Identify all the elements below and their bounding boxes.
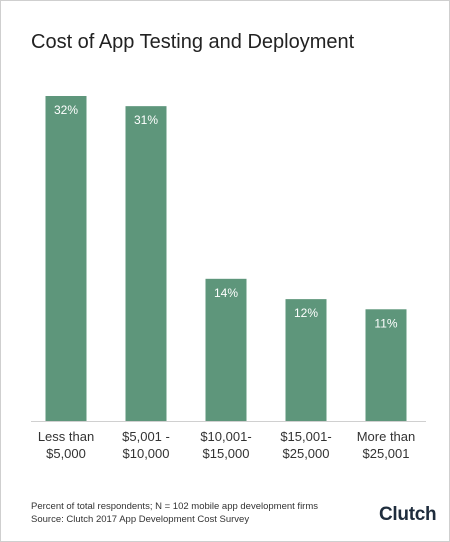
bar-value-label: 11% bbox=[374, 316, 397, 330]
footnote-respondents: Percent of total respondents; N = 102 mo… bbox=[31, 501, 319, 512]
footnote: Percent of total respondents; N = 102 mo… bbox=[31, 500, 318, 526]
x-tick-label: $10,000 bbox=[123, 446, 170, 461]
x-tick-label: $5,001 - bbox=[122, 429, 170, 444]
x-tick-label: $15,000 bbox=[203, 446, 250, 461]
x-tick-label: Less than bbox=[38, 429, 94, 444]
x-tick-label: $10,001- bbox=[200, 429, 251, 444]
x-tick-label: $25,001 bbox=[363, 446, 410, 461]
x-tick-label: $5,000 bbox=[46, 446, 86, 461]
chart-title: Cost of App Testing and Deployment bbox=[31, 31, 355, 53]
bar bbox=[365, 309, 407, 421]
clutch-logo: Clutch bbox=[379, 504, 437, 525]
bar-value-label: 32% bbox=[54, 103, 78, 117]
bar bbox=[125, 106, 167, 421]
bar-value-label: 12% bbox=[294, 306, 318, 320]
bar-chart: 32% Less than $5,000 31% $5,001 - $10,000 14% $… bbox=[31, 96, 426, 461]
x-tick-label: More than bbox=[357, 429, 416, 444]
footnote-source: Source: Clutch 2017 App Development Cost… bbox=[31, 514, 250, 525]
x-tick-label: $25,000 bbox=[283, 446, 330, 461]
bar bbox=[205, 278, 247, 421]
bar-value-label: 31% bbox=[134, 113, 158, 127]
bar-value-label: 14% bbox=[214, 286, 238, 300]
x-tick-label: $15,001- bbox=[280, 429, 331, 444]
bar bbox=[285, 299, 327, 421]
bar bbox=[45, 96, 87, 421]
